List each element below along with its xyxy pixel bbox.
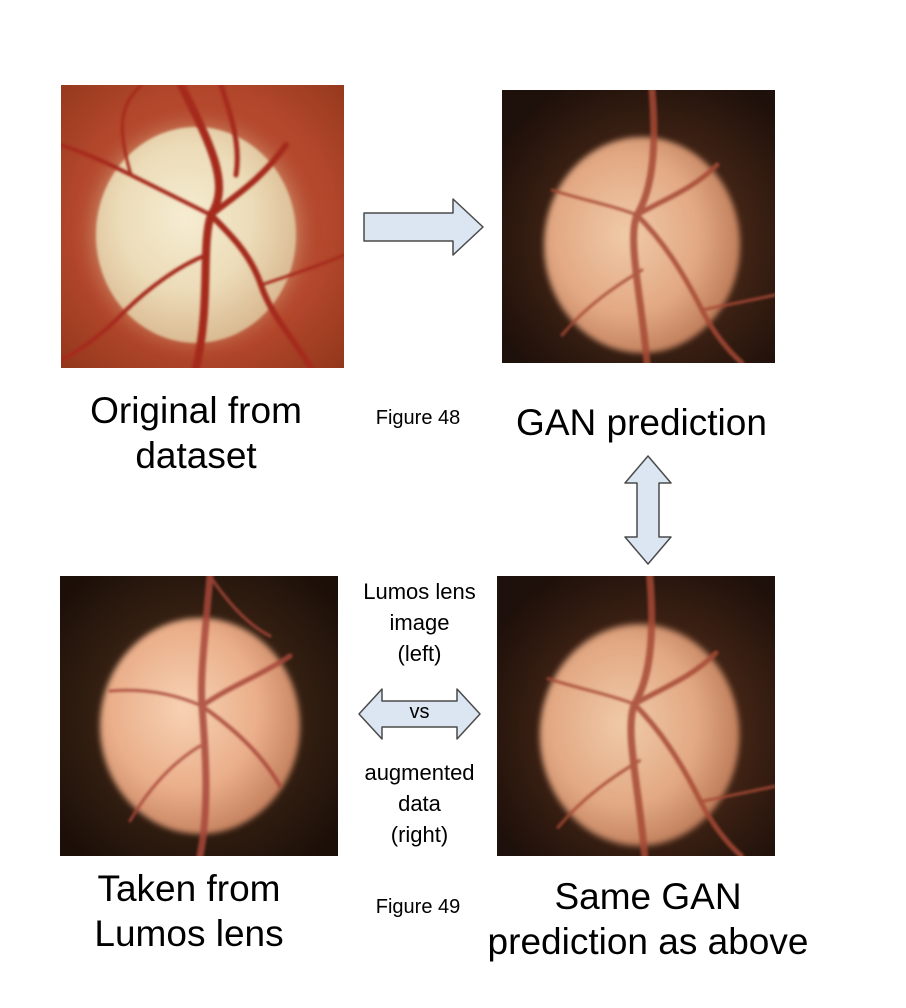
right-arrow-icon bbox=[363, 198, 485, 256]
augmented-caption: augmented data (right) bbox=[348, 757, 491, 850]
fundus-original-image bbox=[61, 85, 344, 368]
same-gan-line-2: prediction as above bbox=[487, 921, 809, 962]
figure-48-label: Figure 48 bbox=[375, 407, 461, 429]
lumos-image-line-1: Lumos lens bbox=[363, 579, 476, 604]
left-right-arrow-icon bbox=[358, 688, 481, 740]
vs-label: vs bbox=[409, 701, 430, 723]
lumos-taken-caption: Taken from Lumos lens bbox=[50, 866, 328, 956]
lumos-image-line-2: image bbox=[389, 610, 450, 635]
figure-49-label: Figure 49 bbox=[375, 896, 461, 918]
augmented-line-3: (right) bbox=[390, 822, 449, 847]
lumos-lens-image bbox=[60, 576, 338, 856]
gan-prediction-repeat-image bbox=[497, 576, 775, 856]
fundus-optic-disc-gan-icon bbox=[497, 576, 775, 856]
augmented-line-2: data bbox=[398, 791, 441, 816]
gan-prediction-caption: GAN prediction bbox=[516, 402, 767, 443]
fundus-optic-disc-gan-icon bbox=[502, 90, 775, 363]
original-caption-line-2: dataset bbox=[135, 435, 257, 476]
fundus-optic-disc-original-icon bbox=[61, 85, 344, 368]
augmented-line-1: augmented bbox=[364, 760, 475, 785]
gan-prediction-image bbox=[502, 90, 775, 363]
fundus-optic-disc-lumos-icon bbox=[60, 576, 338, 856]
lumos-image-line-3: (left) bbox=[397, 641, 442, 666]
lumos-image-caption: Lumos lens image (left) bbox=[348, 576, 491, 669]
same-gan-line-1: Same GAN bbox=[554, 876, 742, 917]
lumos-taken-line-1: Taken from bbox=[97, 868, 281, 909]
up-down-arrow-icon bbox=[624, 455, 672, 565]
original-caption-line-1: Original from bbox=[90, 390, 302, 431]
original-caption: Original from dataset bbox=[60, 388, 332, 478]
same-gan-caption: Same GAN prediction as above bbox=[478, 874, 818, 964]
lumos-taken-line-2: Lumos lens bbox=[94, 913, 284, 954]
